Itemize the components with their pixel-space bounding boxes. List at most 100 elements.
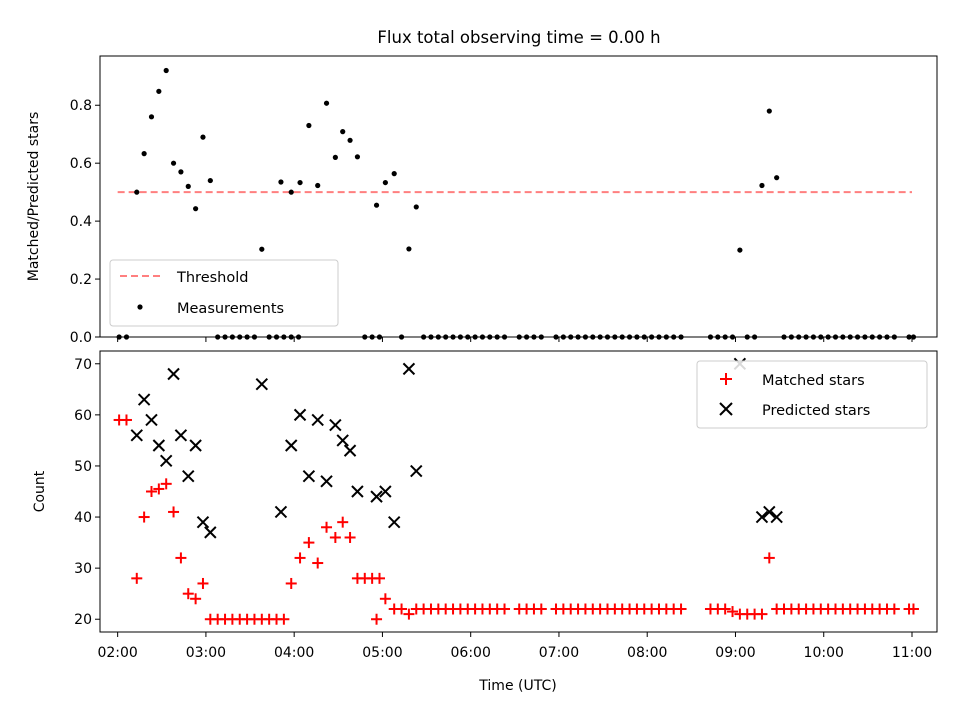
matched-star-marker	[337, 516, 349, 528]
matched-star-marker	[153, 483, 165, 495]
measurement-point	[288, 189, 294, 195]
count-y-tick-label: 50	[74, 459, 92, 475]
x-tick-label: 04:00	[274, 645, 314, 661]
measurement-point	[332, 154, 338, 160]
x-tick-label: 02:00	[97, 645, 137, 661]
measurement-point	[759, 182, 765, 189]
matched-star-marker	[160, 478, 172, 490]
matched-stars-series	[113, 414, 919, 625]
matched-star-marker	[499, 603, 511, 615]
count-y-tick-label: 20	[74, 612, 92, 628]
count-legend: Matched stars Predicted stars	[696, 360, 928, 429]
predicted-star-marker	[763, 505, 776, 519]
count-y-axis: 20 30 40 50 60 70	[74, 357, 100, 628]
count-legend-box	[696, 360, 928, 429]
measurement-point	[406, 246, 412, 252]
matched-star-marker	[403, 608, 415, 620]
measurement-point	[382, 179, 388, 186]
matched-star-marker	[675, 603, 687, 615]
matched-star-marker	[756, 608, 768, 620]
predicted-stars-series	[130, 357, 783, 539]
ratio-y-tick-label: 0.6	[70, 156, 92, 172]
predicted-star-marker	[410, 464, 423, 478]
matched-star-marker	[190, 593, 202, 605]
ratio-plot-frame	[99, 55, 938, 338]
x-tick-label: 05:00	[362, 645, 402, 661]
matched-star-marker	[182, 588, 194, 600]
x-axis-label: Time (UTC)	[478, 678, 556, 694]
predicted-star-marker	[402, 362, 416, 376]
predicted-star-marker	[370, 490, 383, 503]
measurement-point	[163, 67, 169, 74]
measurement-point	[193, 206, 199, 212]
count-y-tick-label: 30	[74, 561, 92, 577]
matched-star-marker	[535, 603, 547, 615]
measurement-point	[315, 182, 321, 189]
predicted-star-marker	[182, 469, 195, 483]
measurement-point	[391, 171, 397, 177]
count-y-tick-label: 60	[74, 408, 92, 424]
predicted-star-marker	[152, 439, 166, 452]
x-tick-label: 07:00	[539, 645, 579, 661]
predicted-star-marker	[379, 485, 392, 498]
ratio-panel: 0.00.20.40.60.8 Matched/Predicted stars …	[26, 55, 938, 346]
measurement-point	[774, 175, 780, 181]
matched-star-marker	[727, 606, 739, 618]
ratio-y-tick-label: 0.0	[70, 330, 92, 346]
predicted-star-marker	[167, 367, 180, 381]
x-tick-label: 08:00	[627, 645, 667, 661]
x-tick-label: 06:00	[451, 645, 491, 661]
predicted-star-marker	[329, 418, 342, 432]
matched-star-marker	[303, 537, 315, 549]
measurement-point	[340, 129, 346, 135]
matched-star-marker	[145, 486, 157, 497]
x-tick-label: 10:00	[804, 645, 844, 661]
count-y-tick-label: 40	[74, 510, 92, 526]
measurement-point	[737, 247, 743, 253]
measurement-point	[207, 177, 213, 184]
predicted-star-marker	[196, 515, 210, 529]
matched-star-marker	[175, 552, 187, 564]
matched-star-marker	[120, 414, 132, 426]
predicted-star-marker	[159, 454, 173, 468]
predicted-star-marker	[174, 429, 188, 442]
predicted-star-marker	[285, 439, 298, 452]
matched-star-marker	[168, 506, 180, 518]
predicted-star-marker	[302, 469, 316, 483]
measurement-point	[200, 134, 206, 140]
ratio-x-ticks	[117, 337, 913, 342]
ratio-y-tick-label: 0.8	[70, 98, 92, 114]
predicted-star-marker	[336, 434, 349, 447]
legend-predicted-swatch	[719, 402, 733, 416]
matched-star-marker	[719, 603, 731, 615]
matched-star-marker	[197, 577, 209, 589]
measurement-point	[323, 100, 330, 106]
ratio-y-axis-label: Matched/Predicted stars	[26, 112, 42, 282]
measurement-point	[354, 154, 361, 160]
measurement-point	[141, 151, 147, 157]
measurement-point	[347, 137, 353, 143]
ratio-y-tick-label: 0.4	[70, 214, 92, 230]
x-tick-label: 09:00	[715, 645, 755, 661]
legend-matched-swatch	[720, 373, 732, 385]
count-x-axis: 02:00 03:00 04:00 05:00 06:00 07:00 08:00 09:00…	[97, 632, 932, 661]
matched-star-marker	[329, 531, 341, 543]
matched-star-marker	[396, 603, 408, 615]
predicted-star-marker	[255, 378, 269, 391]
count-y-axis-label: Count	[32, 470, 48, 512]
matched-star-marker	[763, 552, 775, 564]
matched-star-marker	[379, 593, 391, 605]
matched-star-marker	[278, 613, 290, 625]
measurement-point	[156, 88, 162, 94]
predicted-star-marker	[204, 526, 217, 539]
matched-star-marker	[907, 603, 919, 615]
predicted-star-marker	[755, 510, 769, 524]
ratio-legend-box	[109, 259, 339, 327]
predicted-star-marker	[320, 475, 333, 488]
matched-star-marker	[131, 572, 143, 584]
count-y-tick-label: 70	[74, 357, 92, 373]
predicted-star-marker	[274, 505, 288, 519]
measurement-point	[170, 160, 177, 166]
matched-star-marker	[321, 521, 333, 533]
